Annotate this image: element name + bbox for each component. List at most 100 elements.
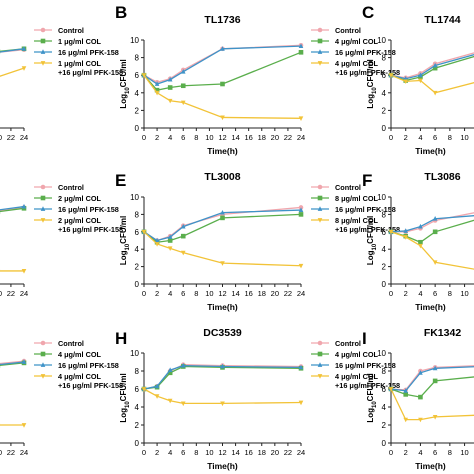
x-tick-label: 0 [142, 133, 146, 142]
legend-swatch-marker [317, 351, 323, 357]
data-point [418, 72, 423, 78]
data-point [403, 388, 409, 393]
panel-letter: B [115, 3, 127, 22]
x-tick-label: 4 [168, 133, 172, 142]
y-tick-label: 4 [135, 245, 140, 254]
legend-label: 2 μg/ml COL +16 μg/ml PFK-158 [58, 216, 123, 234]
x-tick-label: 14 [231, 448, 239, 457]
legend-swatch-marker [317, 49, 323, 54]
legend-label: 8 μg/ml COL +16 μg/ml PFK-158 [335, 216, 400, 234]
data-point [418, 78, 423, 84]
x-tick-label: 12 [218, 448, 226, 457]
x-tick-label: 10 [205, 448, 213, 457]
legend-swatch-marker [40, 218, 46, 223]
series-line [143, 388, 302, 405]
x-tick-label: 6 [433, 133, 437, 142]
y-tick-label: 6 [135, 71, 140, 80]
x-tick-label: 16 [244, 133, 252, 142]
data-point [432, 415, 438, 420]
panel-f: FTL30860246810024681012Time(h)Log10CFU/m… [362, 171, 474, 312]
series-line [390, 366, 474, 392]
y-tick-label: 8 [135, 54, 140, 63]
legend-swatch-marker [40, 49, 46, 54]
y-tick-label: 2 [382, 106, 387, 115]
plot-area [0, 46, 27, 77]
y-axis-label: Log10CFU/ml [366, 216, 378, 265]
data-point [418, 394, 423, 400]
panel-g: 20 22 24 Control 4 μg/ml COL 16 μg/ml PFK-158… [0, 339, 123, 457]
x-axis-label: Time(h) [415, 302, 446, 312]
data-point [141, 387, 147, 392]
x-tick-label: 18 [258, 289, 266, 298]
y-axis-label: Log10CFU/ml [119, 59, 131, 108]
plot-area [141, 42, 304, 122]
series-line [143, 51, 302, 91]
y-axis-label: Log10CFU/ml [119, 216, 131, 265]
y-tick-label: 8 [135, 210, 140, 219]
x-tick-label: 22 [7, 133, 15, 142]
legend: Control 4 μg/ml COL 16 μg/ml PFK-158 4 μg/m… [311, 339, 400, 390]
y-tick-label: 6 [382, 71, 387, 80]
x-tick-label: 6 [181, 448, 185, 457]
series-line [390, 388, 474, 421]
x-axis-label: Time(h) [415, 146, 446, 156]
chart-title: DC3539 [203, 327, 242, 339]
y-tick-label: 0 [135, 439, 140, 448]
x-tick-label: 2 [404, 133, 408, 142]
x-axis-label: Time(h) [207, 146, 238, 156]
data-point [432, 62, 438, 68]
data-point [180, 250, 186, 256]
legend-swatch-marker [40, 206, 46, 211]
legend-swatch-marker [317, 362, 323, 367]
data-point [298, 364, 304, 370]
y-tick-label: 0 [135, 280, 140, 289]
legend-label: Control [335, 339, 361, 348]
plot-area [0, 203, 27, 274]
x-axis-label: Time(h) [207, 461, 238, 471]
series-line [0, 48, 25, 53]
x-tick-label: 18 [258, 133, 266, 142]
x-tick-label: 24 [297, 133, 305, 142]
data-point [432, 378, 438, 384]
legend-label: 16 μg/ml PFK-158 [335, 205, 396, 214]
y-tick-label: 0 [382, 124, 387, 133]
x-tick-label: 8 [448, 133, 452, 142]
data-point [220, 46, 225, 51]
legend-swatch-marker [317, 38, 323, 44]
data-point [403, 228, 409, 233]
x-tick-label: 0 [389, 289, 393, 298]
series-line [390, 74, 474, 94]
y-axis-label: Log10CFU/ml [366, 59, 378, 108]
legend-swatch-marker [317, 206, 323, 211]
x-tick-label: 24 [20, 289, 28, 298]
data-point [388, 229, 394, 235]
data-point [298, 212, 304, 217]
plot-area [388, 365, 474, 423]
x-tick-label: 20 [0, 289, 2, 298]
x-axis-label: Time(h) [415, 461, 446, 471]
x-tick-label: 14 [231, 133, 239, 142]
x-tick-label: 10 [460, 289, 468, 298]
data-point [21, 359, 27, 364]
chart-title: TL1736 [204, 14, 240, 26]
x-tick-label: 6 [181, 289, 185, 298]
x-tick-label: 4 [418, 448, 422, 457]
series-line [0, 360, 25, 365]
legend-label: 16 μg/ml PFK-158 [58, 205, 119, 214]
data-point [167, 85, 173, 90]
data-point [167, 398, 173, 404]
data-point [298, 50, 304, 55]
data-point [432, 90, 438, 96]
legend-label: 2 μg/ml COL [58, 194, 102, 203]
chart-title: FK1342 [424, 327, 462, 339]
x-tick-label: 16 [244, 448, 252, 457]
legend-label: 8 μg/ml COL [335, 194, 379, 203]
y-axis-label: Log10CFU/ml [119, 373, 131, 422]
legend: Control 1 μg/ml COL 16 μg/ml PFK-158 1 μg/m… [34, 26, 123, 77]
legend-swatch-marker [40, 27, 46, 33]
legend-swatch-marker [40, 184, 46, 190]
data-point [220, 209, 225, 215]
legend-label: 4 μg/ml COL +16 μg/ml PFK-158 [335, 59, 400, 77]
chart-title: TL3086 [424, 171, 460, 183]
